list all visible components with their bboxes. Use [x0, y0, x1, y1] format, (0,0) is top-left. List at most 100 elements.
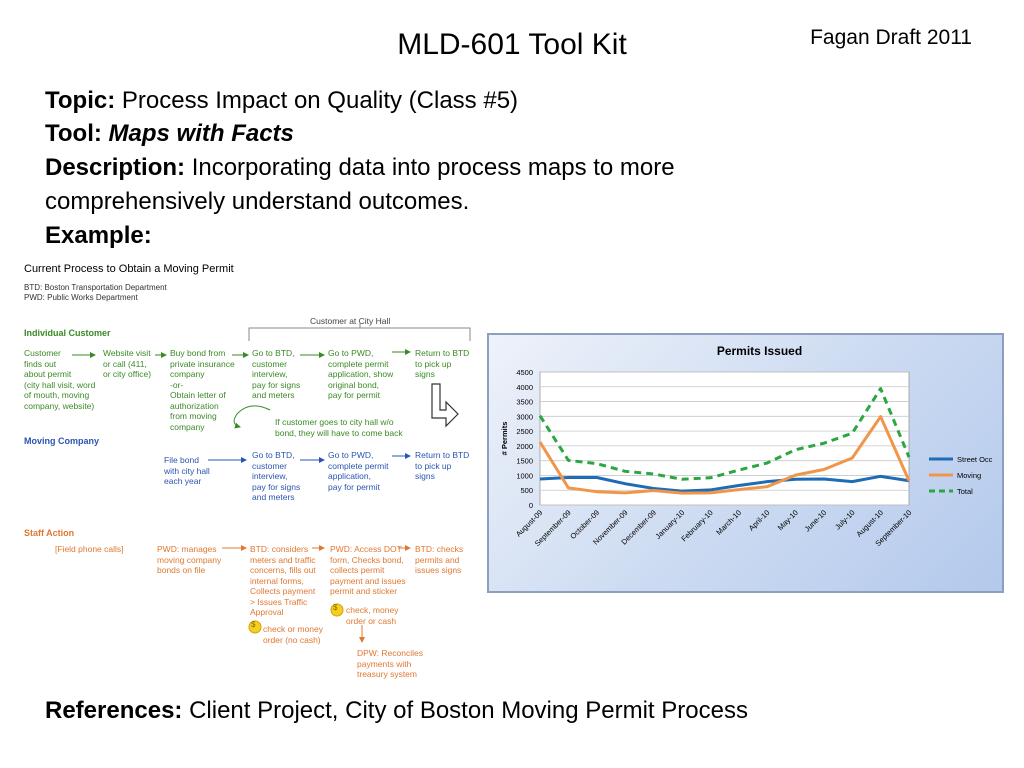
process-step-line: pay for signs — [252, 481, 301, 492]
process-step-line: meters and traffic — [250, 554, 316, 565]
staff-step: PWD: manages moving company bonds on file — [157, 544, 221, 576]
process-step-line: finds out — [24, 358, 57, 369]
process-step-line: If customer goes to city hall w/o — [275, 417, 394, 427]
process-step-line: Collects payment — [250, 586, 316, 596]
references-line: References: Client Project, City of Bost… — [45, 697, 748, 725]
process-step-line: Website visit — [103, 348, 151, 358]
process-map-legend-btd: BTD: Boston Transportation Department — [24, 283, 167, 292]
process-step-line: Buy bond from — [170, 348, 226, 358]
process-step-line: with city hall — [164, 465, 210, 476]
slide-title: MLD-601 Tool Kit — [397, 28, 627, 61]
y-tick-label: 1500 — [516, 457, 533, 466]
individual-step: Buy bond from private insurance company -or… — [170, 348, 235, 432]
process-map-title: Current Process to Obtain a Moving Permi… — [24, 263, 234, 275]
x-tick-label: July-10 — [833, 508, 856, 531]
process-step-line: Go to BTD, — [252, 450, 295, 460]
x-tick-label: March-10 — [714, 508, 743, 537]
process-step-line: authorization — [170, 400, 219, 411]
process-step-line: BTD: considers — [250, 544, 309, 554]
staff-final-step: DPW: Reconciles payments with treasury sys… — [357, 648, 423, 680]
tool-value: Maps with Facts — [108, 120, 294, 147]
lane-moving-company: Moving Company — [24, 436, 100, 446]
process-step-line: bonds on file — [157, 565, 206, 575]
lane-individual-customer: Individual Customer — [24, 328, 111, 338]
x-tick-label: May-10 — [776, 508, 800, 532]
process-step-line: about permit — [24, 369, 72, 379]
y-tick-label: 2000 — [516, 442, 533, 451]
process-step-line: permits and — [415, 554, 460, 565]
process-step-line: application, — [328, 471, 372, 481]
tool-label: Tool: — [45, 120, 102, 147]
process-step-line: PWD: Access DOT — [330, 544, 402, 554]
y-tick-label: 500 — [520, 486, 533, 495]
x-tick-label: April-10 — [747, 508, 772, 533]
series-line-moving — [538, 415, 911, 495]
individual-step: Customer finds out about permit (city hall … — [24, 348, 95, 411]
staff-step: PWD: Access DOT form, Checks bond, collect… — [330, 544, 406, 597]
process-step-line: issues signs — [415, 565, 462, 575]
process-step-line: or call (411, — [103, 358, 147, 369]
process-step-line: (city hall visit, word — [24, 379, 96, 390]
moving-company-step: Go to BTD, customer interview, pay for sign… — [252, 450, 300, 503]
legend-label: Total — [957, 487, 973, 496]
process-step-line: concerns, fills out — [250, 565, 316, 575]
process-step-line: company, website) — [24, 400, 95, 411]
process-step-line: application, show — [328, 369, 394, 379]
staff-step: BTD: checks permits and issues signs — [415, 544, 463, 576]
draft-note: Fagan Draft 2011 — [810, 26, 972, 49]
process-step-line: complete permit — [328, 460, 389, 471]
process-step-line: of mouth, moving — [24, 390, 90, 400]
process-step-line: collects permit — [330, 565, 385, 575]
chart-title: Permits Issued — [717, 344, 802, 358]
process-step-line: or city office) — [103, 369, 152, 379]
process-step-line: pay for signs — [252, 379, 301, 390]
process-step-line: > Issues Traffic — [250, 596, 308, 607]
process-step-line: company — [170, 421, 205, 432]
plot-area — [539, 371, 910, 506]
moving-company-step: Go to PWD, complete permit application, pay… — [328, 450, 388, 492]
process-step-line: check, money — [346, 605, 399, 615]
references-label: References: — [45, 697, 183, 724]
individual-step: Go to BTD, customer interview, pay for sign… — [252, 348, 300, 401]
process-step-line: payments with — [357, 658, 412, 669]
y-tick-label: 2500 — [516, 427, 533, 436]
x-tick-label: June-10 — [803, 508, 829, 534]
process-step-line: pay for permit — [328, 481, 380, 492]
dollar-icon: $ — [333, 603, 338, 612]
series-line-total — [538, 387, 911, 481]
loop-note: If customer goes to city hall w/o bond, t… — [275, 417, 403, 438]
process-step-line: moving company — [157, 554, 222, 565]
process-step-line: [Field phone calls] — [55, 544, 124, 554]
process-step-line: payment and issues — [330, 575, 406, 586]
process-step-line: order or cash — [346, 615, 397, 626]
process-step-line: bond, they will have to come back — [275, 427, 403, 438]
process-step-line: customer — [252, 358, 287, 369]
process-step-line: to pick up — [415, 358, 452, 369]
tool-line: Tool: Maps with Facts — [45, 117, 294, 151]
city-hall-label: Customer at City Hall — [310, 316, 391, 326]
payment-note: check, money order or cash — [346, 605, 398, 626]
y-tick-label: 3000 — [516, 412, 533, 421]
process-step-line: customer — [252, 460, 287, 471]
process-step-line: -or- — [170, 379, 184, 390]
description-line-2: comprehensively understand outcomes. — [45, 188, 470, 215]
legend-label: Moving — [957, 471, 981, 480]
lane-staff-action: Staff Action — [24, 528, 75, 538]
process-step-line: interview, — [252, 369, 288, 379]
process-step-line: complete permit — [328, 358, 389, 369]
process-step-line: from moving — [170, 411, 217, 421]
process-step-line: interview, — [252, 471, 288, 481]
y-tick-label: 4000 — [516, 383, 533, 392]
description-value-1: Incorporating data into process maps to … — [191, 154, 675, 181]
process-step-line: BTD: checks — [415, 544, 464, 554]
process-step-line: to pick up — [415, 460, 452, 471]
dollar-icon: $ — [251, 620, 256, 629]
process-step-line: Go to PWD, — [328, 348, 374, 358]
process-step-line: Return to BTD — [415, 348, 470, 358]
process-step-line: company — [170, 369, 205, 379]
moving-company-step: Return to BTD to pick up signs — [415, 450, 469, 482]
process-map-legend-pwd: PWD: Public Works Department — [24, 293, 138, 302]
references-value: Client Project, City of Boston Moving Pe… — [189, 697, 748, 724]
process-step-line: and meters — [252, 492, 295, 502]
